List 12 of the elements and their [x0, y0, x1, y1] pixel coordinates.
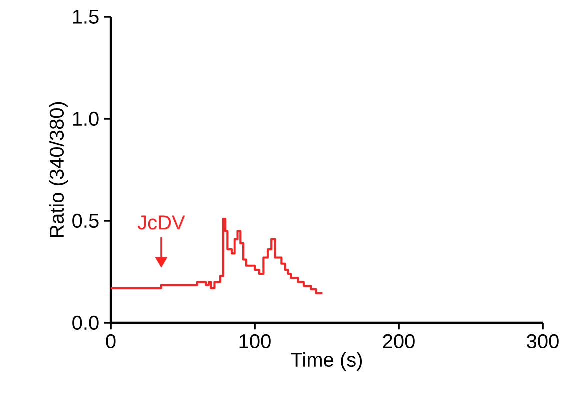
y-tick-label: 0.5 — [72, 214, 99, 228]
y-tick-label: 1.5 — [73, 10, 99, 24]
x-tick-label: 100 — [240, 334, 271, 349]
line-series — [110, 218, 324, 294]
x-tick-label: 0 — [106, 334, 116, 349]
x-tick-label: 200 — [383, 334, 415, 349]
y-axis-title: Ratio (340/380) — [49, 102, 68, 238]
y-tick-label: 0.0 — [72, 316, 99, 330]
x-axis-title: Time (s) — [291, 352, 362, 371]
x-tick-label: 300 — [527, 334, 559, 349]
annotation: JcDV — [138, 216, 186, 230]
y-tick-label: 1.0 — [73, 112, 99, 126]
